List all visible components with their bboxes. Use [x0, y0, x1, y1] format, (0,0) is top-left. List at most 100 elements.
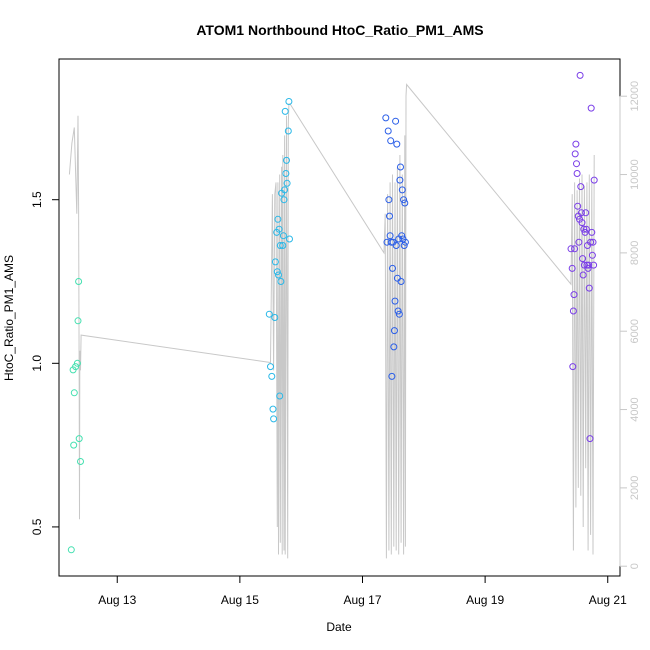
data-point-series-3-2 [569, 363, 577, 371]
data-point-series-1-13 [276, 242, 284, 249]
data-point-series-2-18 [394, 307, 402, 315]
y-tick-label-2: 1.5 [30, 191, 44, 208]
data-point-series-1-23 [283, 179, 291, 187]
data-point-series-2-3 [385, 196, 393, 204]
data-point-series-3-3 [569, 307, 577, 315]
data-point-series-3-7 [572, 140, 580, 148]
data-point-series-1-24 [284, 127, 292, 135]
data-point-series-3-9 [573, 170, 581, 177]
data-point-series-3-17 [578, 219, 586, 227]
data-point-series-2-24 [398, 232, 406, 240]
y-axis-label: HtoC_Ratio_PM1_AMS [2, 255, 16, 381]
secondary-y-axis: 0 2000 4000 6000 8000 10000 12000 [619, 81, 641, 569]
points-layer [67, 71, 598, 554]
data-point-series-3-18 [579, 255, 587, 263]
data-point-series-3-10 [574, 202, 582, 210]
data-point-series-0-4 [72, 363, 80, 371]
data-point-series-0-2 [70, 441, 78, 449]
data-point-series-1-5 [271, 314, 279, 321]
y2-tick-label-4: 8000 [629, 241, 641, 265]
data-point-series-3-37 [590, 176, 598, 184]
data-point-series-1-4 [270, 415, 278, 423]
data-point-series-3-31 [587, 238, 595, 246]
data-point-series-1-14 [277, 278, 285, 285]
data-point-series-0-7 [75, 278, 83, 285]
y2-tick-label-0: 0 [629, 563, 641, 569]
data-point-series-1-26 [286, 235, 293, 243]
x-tick-label-2: Aug 17 [343, 593, 381, 607]
data-point-series-2-15 [392, 242, 400, 249]
data-point-series-0-5 [73, 359, 81, 367]
x-tick-label-1: Aug 15 [221, 593, 259, 607]
data-point-series-1-25 [285, 98, 293, 105]
data-point-series-1-21 [282, 170, 290, 177]
data-point-series-2-9 [389, 264, 396, 272]
data-point-series-1-3 [269, 405, 277, 413]
data-point-series-2-21 [396, 176, 404, 184]
y2-tick-label-3: 6000 [629, 319, 641, 343]
data-point-series-3-14 [576, 71, 584, 79]
data-point-series-2-22 [397, 163, 404, 171]
data-point-series-1-1 [267, 363, 274, 371]
data-point-series-2-28 [400, 242, 408, 249]
data-point-series-2-13 [391, 297, 399, 305]
data-point-series-3-1 [568, 264, 576, 272]
data-point-series-2-11 [390, 343, 398, 351]
data-point-series-2-27 [400, 196, 408, 204]
data-point-series-1-0 [265, 310, 273, 318]
data-point-series-3-35 [589, 238, 597, 246]
y2-tick-label-6: 12000 [629, 81, 641, 112]
data-point-series-3-23 [582, 209, 590, 217]
data-point-series-0-6 [74, 317, 82, 325]
data-point-series-3-27 [584, 264, 592, 272]
data-point-series-2-25 [398, 186, 406, 194]
data-point-series-1-2 [268, 372, 276, 380]
y-tick-label-0: 0.5 [30, 518, 44, 535]
data-point-series-1-10 [275, 271, 282, 279]
data-point-series-3-28 [585, 261, 593, 269]
data-point-series-2-29 [401, 199, 409, 207]
data-point-series-1-11 [275, 225, 283, 233]
data-point-series-2-14 [392, 117, 400, 125]
data-point-series-3-20 [580, 225, 588, 233]
data-point-series-1-9 [274, 215, 282, 223]
y2-tick-label-1: 2000 [629, 476, 641, 500]
data-point-series-0-8 [75, 435, 83, 443]
data-point-series-1-6 [271, 258, 279, 266]
data-point-series-3-6 [571, 150, 579, 158]
data-point-series-1-12 [276, 392, 284, 400]
x-tick-label-4: Aug 21 [589, 593, 627, 607]
data-point-series-1-8 [273, 268, 281, 276]
y2-tick-label-5: 10000 [629, 159, 641, 190]
data-point-series-2-16 [393, 140, 401, 148]
chart-title: ATOM1 Northbound HtoC_Ratio_PM1_AMS [196, 22, 483, 38]
data-point-series-3-24 [582, 225, 590, 233]
y-axis: 0.5 1.0 1.5 [30, 191, 60, 535]
secondary-line-layer [68, 83, 595, 559]
data-point-series-0-9 [77, 458, 84, 465]
data-point-series-1-17 [279, 232, 287, 240]
data-point-series-2-20 [395, 310, 403, 318]
data-point-series-3-30 [586, 435, 594, 443]
y-tick-label-1: 1.0 [30, 355, 44, 372]
data-point-series-0-3 [70, 389, 78, 397]
data-point-series-3-34 [588, 251, 596, 259]
data-point-series-1-16 [279, 242, 287, 249]
x-tick-label-3: Aug 19 [466, 593, 504, 607]
data-point-series-1-22 [283, 156, 290, 164]
data-point-series-3-19 [579, 271, 587, 279]
x-axis-label: Date [326, 620, 352, 634]
x-axis: Aug 13 Aug 15 Aug 17 Aug 19 Aug 21 [98, 575, 627, 607]
plot-frame [58, 58, 621, 577]
data-point-series-2-23 [397, 278, 405, 285]
data-point-series-2-12 [390, 327, 398, 335]
data-point-series-1-20 [281, 107, 289, 115]
data-point-series-2-2 [384, 127, 392, 135]
data-point-series-2-4 [386, 212, 393, 220]
data-point-series-3-12 [575, 238, 583, 246]
data-point-series-2-6 [387, 137, 395, 145]
data-point-series-3-8 [573, 160, 580, 168]
data-point-series-2-8 [388, 372, 396, 380]
data-point-series-0-0 [67, 546, 75, 554]
